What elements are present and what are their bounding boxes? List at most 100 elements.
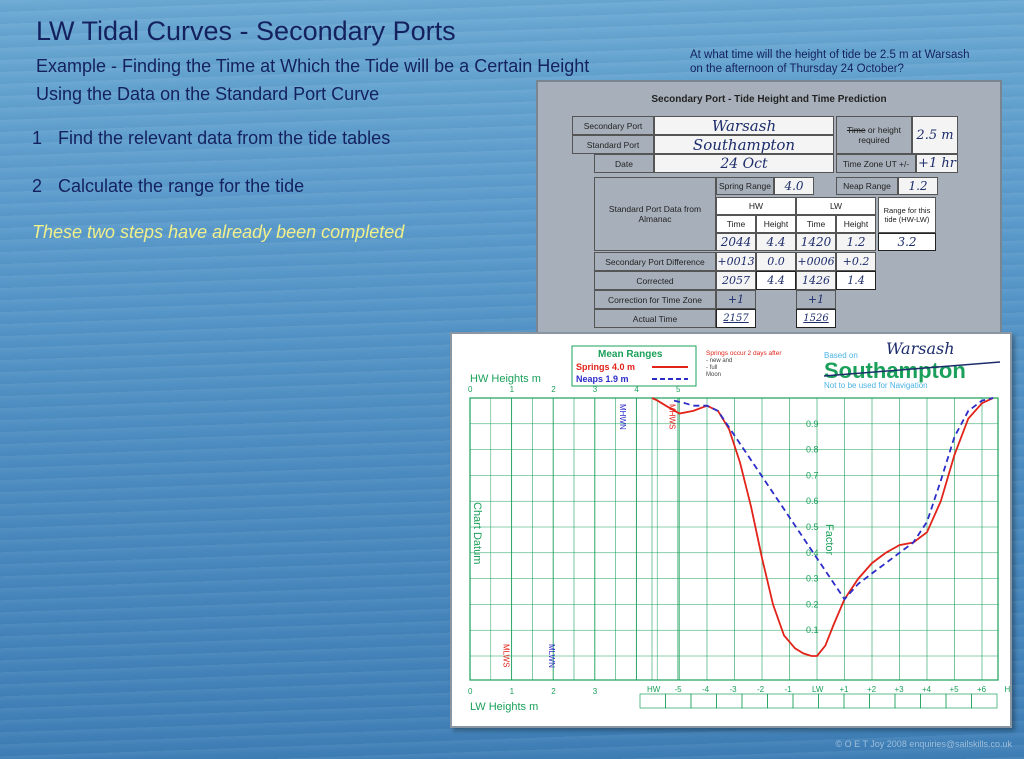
- diff-lw-height: +0.2: [836, 252, 876, 271]
- time-entry-box: [971, 693, 998, 709]
- lw-heights-label: LW Heights m: [470, 701, 538, 713]
- hw-header: HW: [716, 197, 796, 215]
- hw-height-tick: 2: [551, 385, 556, 394]
- completed-note: These two steps have already been comple…: [32, 222, 405, 242]
- std-hw-time: 2044: [716, 233, 756, 251]
- required-label: required: [858, 135, 890, 145]
- time-tick: -3: [730, 685, 738, 694]
- time-tick: +2: [867, 685, 877, 694]
- lw-time-header: Time: [796, 215, 836, 233]
- springs-note-line: Springs occur 2 days after: [706, 350, 782, 357]
- secondary-port-label: Secondary Port: [572, 116, 654, 135]
- time-tick: +4: [922, 685, 932, 694]
- step-text: Calculate the range for the tide: [58, 176, 305, 196]
- tidal-curve-svg: 0 1 2 3 4 5 0 1 2 3 HW Heights m LW Heights m 0.1 0.2…: [468, 339, 1018, 713]
- time-entry-box: [920, 693, 947, 709]
- step-text: Find the relevant data from the tide tab…: [58, 128, 391, 148]
- time-tick: -4: [702, 685, 710, 694]
- hw-height-tick: 5: [676, 385, 681, 394]
- time-entry-box: [792, 693, 819, 709]
- factor-tick: 0.1: [806, 625, 819, 635]
- neap-range-label: Neap Range: [836, 177, 898, 195]
- factor-tick: 0.2: [806, 599, 819, 609]
- time-entry-box: [665, 693, 692, 709]
- std-lw-height: 1.2: [836, 233, 876, 251]
- struck-time-label: Time: [846, 125, 866, 135]
- standard-port-data-label: Standard Port Data from Almanac: [594, 177, 716, 251]
- diff-hw-time: +0013: [716, 252, 756, 271]
- time-tick: HW: [1005, 685, 1011, 694]
- legend-springs: Springs 4.0 m: [576, 362, 635, 372]
- slide-title: LW Tidal Curves - Secondary Ports: [36, 16, 456, 46]
- step-number: 1: [32, 128, 43, 148]
- strike-line: [823, 361, 1001, 377]
- time-entry-box: [767, 693, 794, 709]
- time-entry-box: [690, 693, 717, 709]
- height-required-label: Time or height required: [836, 116, 912, 154]
- lw-height-tick: 0: [468, 687, 473, 696]
- neaps-curve: [673, 397, 994, 601]
- neap-range-value: 1.2: [898, 177, 938, 195]
- actual-hw-time: 2157: [716, 309, 756, 328]
- time-entry-box: [945, 693, 972, 709]
- springs-note-line: - full: [706, 365, 717, 371]
- time-entry-box: [716, 693, 743, 709]
- legend-title: Mean Ranges: [598, 349, 663, 360]
- factor-axis-label: Factor: [823, 524, 835, 556]
- hw-height-tick: 0: [468, 385, 473, 394]
- std-port-label-line: Almanac: [638, 214, 672, 224]
- hw-height-tick: 4: [634, 385, 639, 394]
- step-2: 2 Calculate the range for the tide: [32, 176, 304, 197]
- range-header: Range for this tide (HW-LW): [878, 197, 936, 233]
- standard-port-label: Standard Port: [572, 135, 654, 154]
- time-tick: LW: [812, 685, 824, 694]
- time-entry-box: [869, 693, 896, 709]
- time-tick: -5: [675, 685, 683, 694]
- timezone-value: +1 hr: [916, 154, 958, 173]
- factor-tick: 0.3: [806, 574, 819, 584]
- question-line: on the afternoon of Thursday 24 October?: [690, 63, 904, 75]
- time-tick: -1: [785, 685, 793, 694]
- hw-height-header: Height: [756, 215, 796, 233]
- range-header-line: tide (HW-LW): [884, 215, 930, 224]
- factor-tick: 0.5: [806, 522, 819, 532]
- time-tick: +6: [977, 685, 987, 694]
- spring-range-value: 4.0: [774, 177, 814, 195]
- mhwn-label: MHWN: [618, 404, 627, 430]
- factor-tick: 0.6: [806, 496, 819, 506]
- based-on-label: Based on: [824, 351, 858, 360]
- std-port-label-line: Standard Port Data from: [608, 204, 702, 214]
- step-number: 2: [32, 176, 43, 196]
- not-for-navigation: Not to be used for Navigation: [824, 381, 928, 390]
- range-header-line: Range for this: [883, 206, 931, 215]
- time-entry-box: [639, 693, 666, 709]
- height-required-value: 2.5 m: [912, 116, 958, 154]
- diff-hw-height: 0.0: [756, 252, 796, 271]
- secondary-difference-label: Secondary Port Difference: [594, 252, 716, 271]
- port-handwritten: Warsash: [886, 339, 955, 358]
- lw-height-tick: 2: [551, 687, 556, 696]
- mlws-label: MLWS: [501, 644, 510, 667]
- lw-height-tick: 1: [510, 687, 515, 696]
- secondary-port-value: Warsash: [654, 116, 834, 135]
- range-value: 3.2: [878, 233, 936, 251]
- factor-tick: 0.9: [806, 419, 819, 429]
- corr-lw-time: 1426: [796, 271, 836, 290]
- lw-height-tick: 3: [593, 687, 598, 696]
- spring-range-label: Spring Range: [716, 177, 774, 195]
- hw-heights-label: HW Heights m: [470, 373, 541, 385]
- time-tick: HW: [647, 685, 661, 694]
- factor-tick: 0.7: [806, 470, 819, 480]
- actual-time-label: Actual Time: [594, 309, 716, 328]
- diff-lw-time: +0006: [796, 252, 836, 271]
- tidal-curve-chart: 0 1 2 3 4 5 0 1 2 3 HW Heights m LW Heights m 0.1 0.2…: [450, 332, 1018, 728]
- time-entry-box: [843, 693, 870, 709]
- springs-note-line: - new and: [706, 358, 732, 364]
- standard-port-value: Southampton: [654, 135, 834, 154]
- date-value: 24 Oct: [654, 154, 834, 173]
- time-tick: +5: [950, 685, 960, 694]
- time-tick: -2: [757, 685, 765, 694]
- question-line: At what time will the height of tide be …: [690, 49, 970, 61]
- timezone-correction-label: Correction for Time Zone: [594, 290, 716, 309]
- std-hw-height: 4.4: [756, 233, 796, 251]
